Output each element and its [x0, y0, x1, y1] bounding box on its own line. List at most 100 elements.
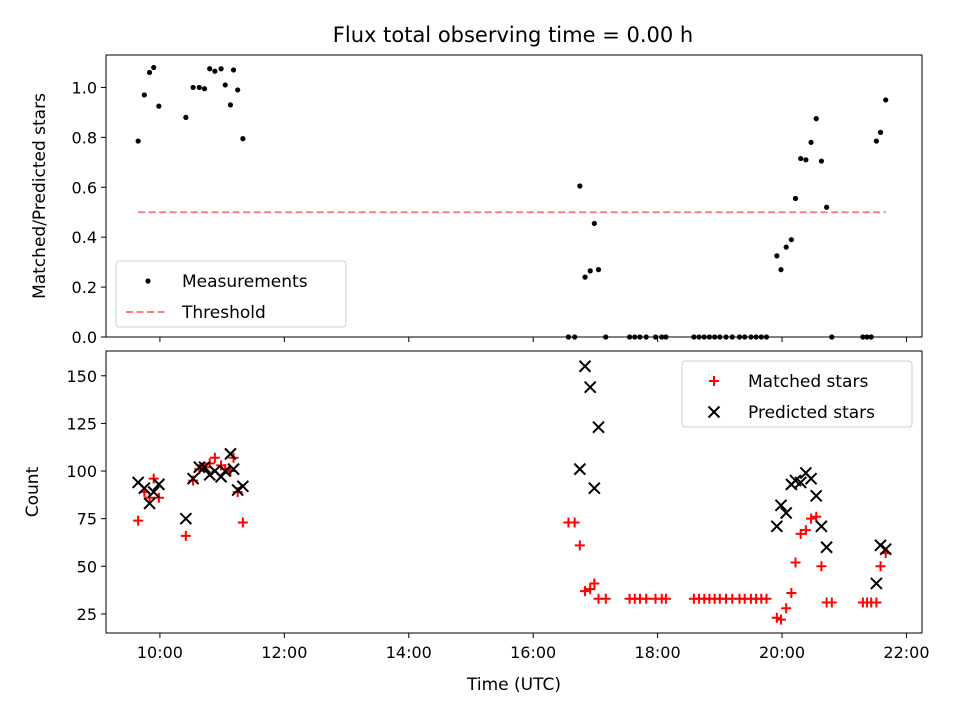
measurement-point: [873, 138, 879, 144]
predicted-star-point: [147, 485, 160, 499]
matched-star-point: [660, 593, 671, 604]
matched-star-point: [761, 593, 772, 604]
matched-star-point: [786, 587, 797, 598]
matched-star-point: [871, 597, 882, 608]
measurement-point: [637, 334, 643, 340]
x-tick-label: 16:00: [510, 643, 556, 662]
matched-star-point: [580, 586, 591, 597]
y-tick-label: 0.8: [72, 128, 97, 147]
matched-star-point: [816, 561, 827, 572]
measurement-point: [659, 334, 665, 340]
measurement-point: [218, 66, 224, 72]
predicted-star-point: [779, 506, 793, 520]
matched-star-point: [826, 597, 837, 608]
y-tick-label: 1.0: [72, 78, 97, 97]
y-tick-label: 50: [77, 557, 97, 576]
measurement-point: [565, 334, 572, 340]
chart-title: Flux total observing time = 0.00 h: [333, 23, 693, 47]
legend-measurement-swatch: [145, 278, 151, 284]
measurement-point: [783, 244, 789, 250]
matched-star-point: [790, 557, 801, 568]
measurement-point: [652, 334, 659, 340]
predicted-star-point: [198, 461, 211, 474]
matched-star-point: [589, 578, 600, 589]
predicted-star-point: [152, 478, 166, 491]
predicted-star-point: [774, 499, 788, 512]
measurement-point: [591, 220, 597, 227]
measurement-point: [190, 84, 196, 91]
measurement-point: [595, 267, 602, 273]
measurement-point: [146, 69, 153, 76]
measurement-point: [788, 237, 794, 243]
measurement-point: [572, 334, 578, 340]
predicted-star-point: [810, 489, 823, 503]
predicted-star-point: [573, 462, 587, 476]
measurement-point: [696, 334, 702, 340]
measurement-point: [736, 334, 743, 340]
x-tick-label: 12:00: [261, 643, 307, 662]
predicted-star-point: [186, 472, 200, 485]
y-axis-label: Matched/Predicted stars: [30, 93, 50, 299]
measurement-point: [758, 334, 764, 340]
legend-box: [681, 360, 913, 428]
predicted-star-point: [770, 520, 784, 533]
measurement-point: [813, 116, 819, 122]
predicted-star-point: [138, 481, 151, 495]
predicted-star-point: [236, 480, 250, 493]
matched-star-point: [180, 530, 191, 541]
measurement-point: [183, 114, 189, 120]
matched-star-point: [806, 513, 817, 524]
bottom-plot: 25 50 75 100 125 150 10:00 12:00 14:00 16:00 18:00…: [23, 350, 930, 695]
x-tick-label: 18:00: [635, 643, 681, 662]
measurement-point: [742, 334, 748, 340]
predicted-star-point: [804, 472, 818, 485]
legend: Measurements Threshold: [115, 260, 347, 328]
measurement-point: [868, 334, 874, 340]
measurement-point: [717, 334, 723, 340]
measurement-point: [235, 87, 241, 93]
matched-star-point: [188, 475, 199, 486]
matched-star-point: [585, 584, 596, 595]
measurement-point: [603, 334, 609, 340]
matched-star-point: [209, 452, 220, 463]
measurement-point: [691, 334, 697, 340]
x-tick-label: 20:00: [759, 643, 805, 662]
measurement-point: [701, 334, 707, 340]
matched-star-point: [775, 614, 786, 625]
x-axis-label: Time (UTC): [466, 675, 561, 695]
matched-star-point: [574, 540, 585, 551]
matched-star-point: [237, 517, 248, 528]
measurement-point: [627, 334, 633, 340]
measurement-point: [196, 84, 202, 91]
predicted-star-point: [592, 421, 605, 434]
legend-label: Measurements: [182, 272, 308, 292]
measurement-point: [587, 268, 593, 274]
matched-star-point: [569, 517, 580, 528]
predicted-star-point: [214, 470, 228, 483]
measurement-point: [135, 138, 141, 144]
matched-star-point: [133, 515, 144, 526]
predicted-star-point: [879, 542, 892, 556]
measurement-point: [864, 334, 870, 340]
measurement-point: [763, 334, 770, 340]
legend-label: Predicted stars: [748, 403, 875, 423]
legend-matched-swatch: [709, 376, 719, 386]
measurement-point: [706, 334, 713, 340]
measurement-point: [803, 157, 809, 163]
x-tick-label: 14:00: [386, 643, 432, 662]
measurement-point: [792, 195, 799, 202]
measurement-point: [798, 155, 804, 162]
predicted-star-point: [588, 481, 601, 495]
matched-star-point: [875, 561, 886, 572]
measurement-point: [729, 334, 735, 340]
measurement-point: [230, 67, 237, 73]
legend-label: Threshold: [181, 303, 266, 323]
measurement-point: [723, 334, 729, 340]
predicted-star-point: [227, 462, 240, 476]
matched-star-point: [800, 525, 811, 536]
predicted-star-point: [224, 447, 237, 461]
measurement-point: [577, 183, 583, 189]
measurement-point: [151, 64, 157, 71]
predicted-star-point: [815, 520, 828, 533]
